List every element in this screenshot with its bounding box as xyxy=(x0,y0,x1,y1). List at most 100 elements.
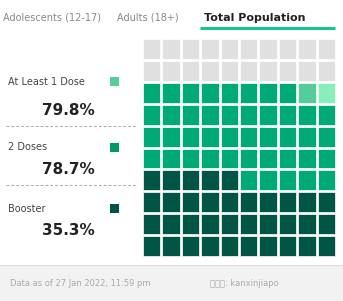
Bar xyxy=(162,39,180,59)
Bar xyxy=(201,192,218,212)
Text: 78.7%: 78.7% xyxy=(42,162,94,177)
Bar xyxy=(182,127,199,147)
Bar xyxy=(201,105,218,125)
Text: 79.8%: 79.8% xyxy=(42,103,94,118)
Bar xyxy=(201,170,218,190)
Bar xyxy=(221,214,238,234)
Bar xyxy=(240,148,257,168)
Bar xyxy=(298,127,316,147)
Bar xyxy=(201,148,218,168)
Bar xyxy=(221,61,238,81)
Bar xyxy=(318,83,335,103)
Text: Adolescents (12-17): Adolescents (12-17) xyxy=(3,13,101,23)
Bar xyxy=(221,148,238,168)
Bar xyxy=(318,214,335,234)
Bar xyxy=(182,170,199,190)
Bar xyxy=(143,39,161,59)
Bar xyxy=(318,148,335,168)
Text: Booster: Booster xyxy=(8,204,46,214)
Bar xyxy=(201,83,218,103)
Bar xyxy=(279,127,296,147)
Bar xyxy=(201,214,218,234)
Bar xyxy=(182,148,199,168)
Bar xyxy=(182,236,199,256)
Bar xyxy=(318,39,335,59)
Bar xyxy=(318,127,335,147)
Bar xyxy=(240,170,257,190)
Bar xyxy=(221,83,238,103)
Bar xyxy=(221,105,238,125)
Bar xyxy=(259,83,277,103)
Bar xyxy=(162,214,180,234)
Bar xyxy=(143,83,161,103)
Text: At Least 1 Dose: At Least 1 Dose xyxy=(8,77,85,87)
Text: Data as of 27 Jan 2022, 11:59 pm: Data as of 27 Jan 2022, 11:59 pm xyxy=(10,278,151,287)
Bar xyxy=(143,192,161,212)
Bar xyxy=(298,61,316,81)
Bar xyxy=(162,192,180,212)
Bar xyxy=(0,265,343,301)
Bar xyxy=(298,214,316,234)
Bar xyxy=(110,143,119,152)
Text: 35.3%: 35.3% xyxy=(42,223,94,238)
Bar xyxy=(298,39,316,59)
Bar xyxy=(279,105,296,125)
Bar xyxy=(201,61,218,81)
Bar xyxy=(259,192,277,212)
Bar xyxy=(279,148,296,168)
Bar xyxy=(162,236,180,256)
Bar xyxy=(279,83,296,103)
Bar xyxy=(162,127,180,147)
Bar xyxy=(240,192,257,212)
Bar xyxy=(162,148,180,168)
Bar xyxy=(143,170,161,190)
Text: Adults (18+): Adults (18+) xyxy=(117,13,179,23)
Bar xyxy=(201,236,218,256)
Bar xyxy=(259,148,277,168)
Bar xyxy=(259,236,277,256)
Bar xyxy=(240,83,257,103)
Text: Total Population: Total Population xyxy=(204,13,306,23)
Bar xyxy=(162,170,180,190)
Text: 微信号: kanxinjiapo: 微信号: kanxinjiapo xyxy=(210,278,279,287)
Bar xyxy=(318,170,335,190)
Bar xyxy=(279,39,296,59)
Bar xyxy=(259,214,277,234)
Bar xyxy=(110,77,119,86)
Bar xyxy=(221,192,238,212)
Bar xyxy=(162,105,180,125)
Bar xyxy=(298,192,316,212)
Bar xyxy=(318,236,335,256)
Bar xyxy=(240,236,257,256)
Bar xyxy=(143,148,161,168)
Text: 2 Doses: 2 Doses xyxy=(8,142,47,153)
Bar xyxy=(298,148,316,168)
Bar xyxy=(279,192,296,212)
Bar xyxy=(279,170,296,190)
Bar xyxy=(259,61,277,81)
Bar xyxy=(298,83,316,103)
Bar xyxy=(201,39,218,59)
Bar xyxy=(162,83,180,103)
Bar xyxy=(182,192,199,212)
Bar xyxy=(143,61,161,81)
Bar xyxy=(240,127,257,147)
Bar xyxy=(221,170,238,190)
Bar xyxy=(143,127,161,147)
Bar xyxy=(182,61,199,81)
Bar xyxy=(240,214,257,234)
Bar xyxy=(318,105,335,125)
Bar xyxy=(259,105,277,125)
Bar xyxy=(162,61,180,81)
Bar xyxy=(279,214,296,234)
Bar xyxy=(240,61,257,81)
Bar xyxy=(221,127,238,147)
Bar xyxy=(143,236,161,256)
Bar xyxy=(201,127,218,147)
Bar xyxy=(259,170,277,190)
Bar xyxy=(240,105,257,125)
Bar xyxy=(221,39,238,59)
Bar xyxy=(110,204,119,213)
Bar xyxy=(182,105,199,125)
Bar xyxy=(318,61,335,81)
